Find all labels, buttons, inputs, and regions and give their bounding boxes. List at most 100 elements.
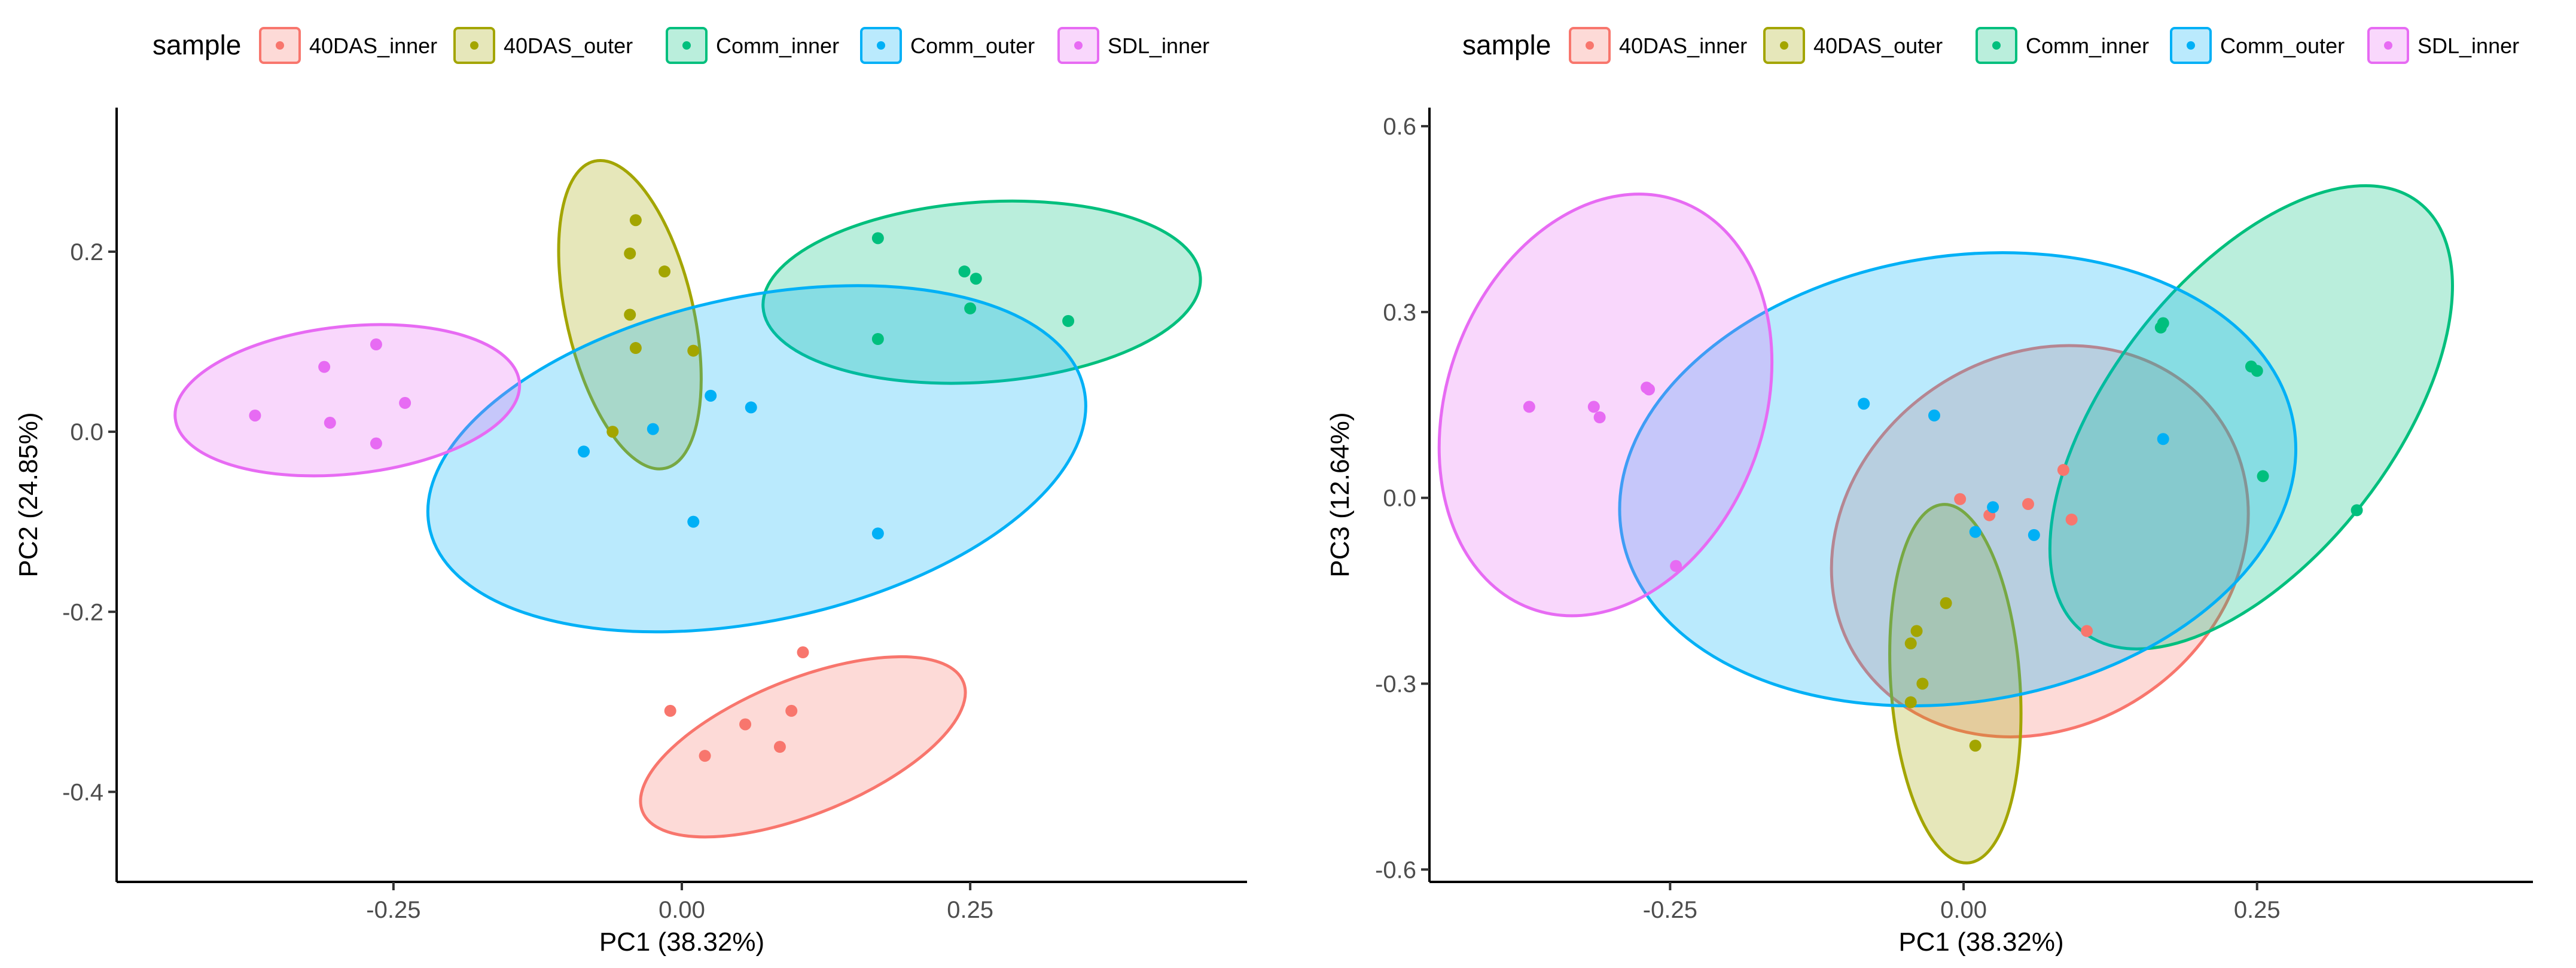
legend: sample 40DAS_inner 40DAS_outer Comm_inner Co… [153,27,1209,64]
data-point-sdl-inner-4 [370,338,382,351]
data-point-40das-inner-5 [785,704,798,717]
data-point-sdl-inner-6 [1670,560,1682,572]
legend-title: sample [1462,29,1551,60]
data-point-40das-inner-4 [773,741,786,753]
legend-key-dot [1074,41,1083,50]
legend-title: sample [153,29,241,60]
x-tick-label: 0.25 [2234,897,2281,923]
y-axis-title: PC2 (24.85%) [14,412,43,577]
data-point-40das-outer-3 [1904,637,1917,650]
y-tick-label: -0.4 [62,779,103,805]
confidence-ellipse-sdl-inner [173,323,522,478]
data-point-sdl-inner-3 [1593,411,1606,423]
legend-label: Comm_inner [716,33,839,58]
legend-item-comm-inner: Comm_inner [666,27,839,64]
data-point-comm-inner-4 [2251,365,2263,377]
data-point-comm-inner-2 [2154,321,2167,334]
data-point-comm-inner-1 [871,232,884,245]
legend-label: 40DAS_outer [1813,33,1943,58]
data-point-40das-outer-3 [659,265,671,278]
legend-key-dot [877,41,885,50]
data-point-sdl-inner-2 [1587,401,1600,413]
data-point-comm-outer-4 [1969,526,1981,538]
confidence-ellipse-40das-inner [1830,344,2250,738]
data-point-40das-inner-6 [797,646,809,659]
data-point-comm-inner-5 [1062,314,1075,327]
data-point-comm-outer-3 [647,423,659,435]
data-point-comm-inner-6 [871,332,884,345]
legend-item-sdl-inner: SDL_inner [1057,27,1209,64]
data-point-40das-inner-5 [2065,513,2078,526]
y-tick-label: 0.2 [70,239,103,265]
data-point-comm-outer-3 [1987,501,1999,514]
confidence-ellipse-40das-outer [1888,503,2023,865]
data-point-40das-outer-1 [1940,597,1952,609]
data-point-comm-outer-6 [871,527,884,540]
x-tick-label: -0.25 [1643,897,1697,923]
y-tick-label: -0.6 [1375,857,1416,883]
data-point-40das-inner-1 [664,704,676,717]
data-point-40das-inner-1 [1954,493,1967,505]
legend-key-dot [276,41,284,50]
legend-item-sdl-inner: SDL_inner [2367,27,2519,64]
data-point-40das-outer-1 [629,214,642,227]
x-axis-title: PC1 (38.32%) [1898,927,2063,957]
data-point-40das-inner-2 [699,750,711,762]
x-tick-label: 0.00 [1940,897,1987,923]
legend-key-dot [2187,41,2195,50]
legend-label: 40DAS_outer [504,33,633,58]
data-point-comm-inner-5 [2257,470,2269,483]
confidence-ellipse-comm-outer [1618,251,2297,708]
legend-label: SDL_inner [1108,33,1209,58]
data-point-sdl-inner-6 [399,396,411,409]
data-point-comm-inner-2 [958,265,971,278]
data-point-comm-outer-1 [1858,398,1870,410]
data-point-comm-outer-2 [1928,409,1940,422]
data-point-sdl-inner-1 [1523,401,1535,413]
data-point-40das-inner-4 [2057,464,2069,477]
y-tick-label: 0.6 [1383,114,1416,140]
legend-item-40das-inner: 40DAS_inner [259,27,437,64]
confidence-ellipse-40das-inner [639,655,967,839]
data-point-comm-outer-5 [2028,529,2040,541]
y-tick-label: -0.2 [62,599,103,625]
data-point-comm-inner-6 [2351,504,2363,517]
legend-label: Comm_outer [910,33,1035,58]
ellipse-layer [173,158,1202,839]
legend-key-dot [682,41,691,50]
legend-key-dot [470,41,478,50]
legend-item-40das-outer: 40DAS_outer [453,27,633,64]
legend-item-40das-inner: 40DAS_inner [1569,27,1747,64]
x-axis-title: PC1 (38.32%) [599,927,764,957]
legend-key-dot [1586,41,1594,50]
confidence-ellipse-comm-outer [426,284,1087,634]
legend-key-dot [2384,41,2392,50]
point-layer [1523,317,2363,752]
legend-key-dot [1780,41,1788,50]
data-point-comm-outer-4 [578,445,590,458]
confidence-ellipse-sdl-inner [1437,193,1774,618]
data-point-comm-inner-4 [964,302,977,314]
legend-item-comm-outer: Comm_outer [2170,27,2345,64]
data-point-40das-outer-5 [629,342,642,355]
legend-label: Comm_outer [2220,33,2345,58]
data-point-40das-outer-5 [1904,696,1917,709]
data-point-sdl-inner-5 [370,437,382,450]
data-point-40das-inner-3 [2022,498,2035,511]
legend-item-comm-outer: Comm_outer [860,27,1035,64]
data-point-comm-outer-1 [705,389,717,402]
y-tick-label: -0.3 [1375,671,1416,697]
data-point-40das-outer-2 [1910,625,1923,637]
y-tick-label: 0.3 [1383,300,1416,326]
legend-label: SDL_inner [2418,33,2519,58]
legend: sample 40DAS_inner 40DAS_outer Comm_inner Co… [1462,27,2519,64]
pca-panel-pc1-pc3: -0.25 0.00 0.25 -0.6 -0.3 0.0 0.3 0.6 PC1 (38.32… [1325,27,2533,957]
data-point-sdl-inner-1 [249,409,261,422]
legend-label: 40DAS_inner [309,33,437,58]
data-point-comm-inner-3 [970,273,982,285]
data-point-40das-inner-6 [2081,625,2093,637]
point-layer [249,214,1075,762]
pca-panel-pc1-pc2: -0.25 0.00 0.25 -0.4 -0.2 0.0 0.2 PC1 (38.32%) P… [14,27,1247,957]
legend-label: 40DAS_inner [1619,33,1747,58]
ellipse-layer [1437,184,2454,865]
